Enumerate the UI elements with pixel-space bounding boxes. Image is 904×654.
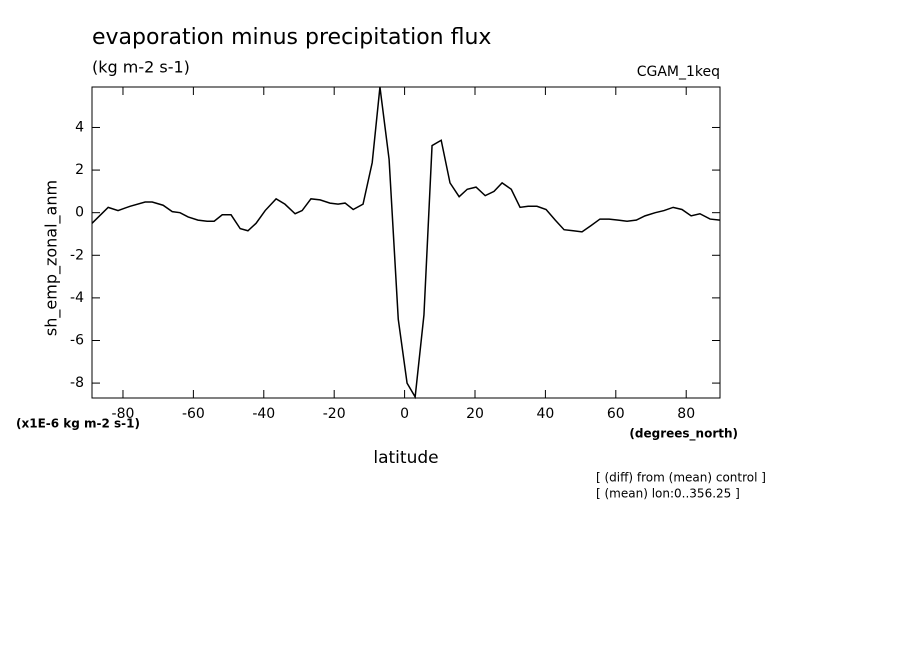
x-tick-label: -40 xyxy=(252,406,275,422)
y-axis-label: sh_emp_zonal_anm xyxy=(42,180,62,336)
y-tick-label: -8 xyxy=(70,375,84,391)
x-tick-label: -20 xyxy=(323,406,346,422)
x-units: (degrees_north) xyxy=(629,427,738,442)
chart-title: evaporation minus precipitation flux xyxy=(92,25,491,50)
chart-subtitle: (kg m-2 s-1) xyxy=(92,58,190,77)
note: [ (mean) lon:0..356.25 ] xyxy=(596,487,740,501)
y-units: (x1E-6 kg m-2 s-1) xyxy=(16,417,140,431)
x-tick-label: 40 xyxy=(536,406,554,422)
x-tick-label: 20 xyxy=(466,406,484,422)
dataset-label: CGAM_1keq xyxy=(637,64,720,80)
data-line xyxy=(91,86,721,400)
x-tick-label: -60 xyxy=(182,406,205,422)
y-tick-label: 0 xyxy=(75,205,84,221)
y-tick-label: 4 xyxy=(75,119,84,135)
plot-frame xyxy=(91,86,721,399)
y-tick-label: -4 xyxy=(70,290,84,306)
x-tick-label: 80 xyxy=(677,406,695,422)
y-tick-label: 2 xyxy=(75,162,84,178)
x-axis-label: latitude xyxy=(373,448,438,468)
y-tick-label: -6 xyxy=(70,332,84,348)
x-tick-label: -80 xyxy=(112,406,135,422)
x-tick-label: 0 xyxy=(400,406,409,422)
note: [ (diff) from (mean) control ] xyxy=(596,471,766,485)
y-tick-label: -2 xyxy=(70,247,84,263)
x-tick-label: 60 xyxy=(607,406,625,422)
